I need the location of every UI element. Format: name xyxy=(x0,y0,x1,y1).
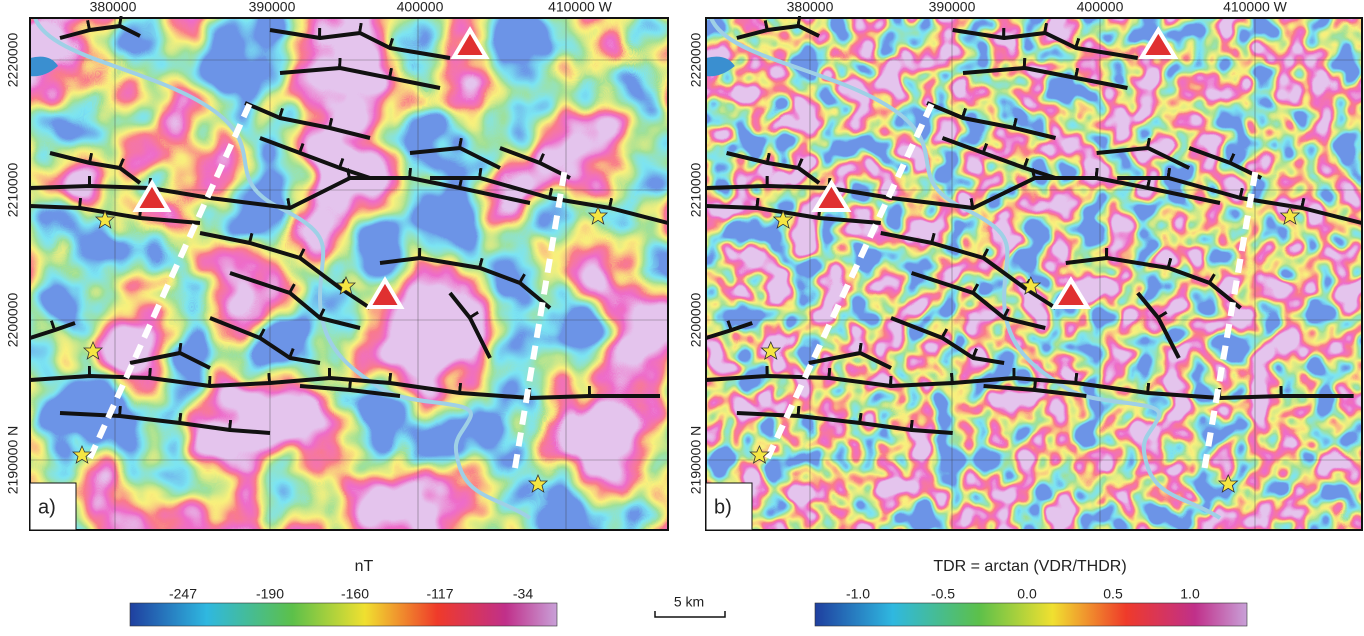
frame xyxy=(29,17,669,531)
colorbar-b: TDR = arctan (VDR/THDR) -1.0 -0.5 0.0 0.… xyxy=(814,558,1248,627)
colorbar-tick: -34 xyxy=(513,586,533,602)
y-label: 2200000 xyxy=(688,293,704,348)
colorbar-tick: 0.5 xyxy=(1103,586,1123,602)
x-label: 380000 xyxy=(90,0,137,15)
scale-bar: 5 km xyxy=(654,594,726,618)
grid xyxy=(30,18,668,530)
colorbar-tick: 1.0 xyxy=(1180,586,1200,602)
y-label: 2190000 N xyxy=(5,426,21,495)
x-label: 390000 xyxy=(249,0,296,15)
scale-label: 5 km xyxy=(674,594,704,610)
colorbar-tick: -160 xyxy=(341,586,369,602)
y-label: 2210000 xyxy=(5,163,21,218)
axis-labels: 380000 390000 400000 410000 W 2220000 22… xyxy=(5,0,1288,494)
panel-a: a) xyxy=(29,17,669,531)
y-label: 2210000 xyxy=(688,163,704,218)
frame xyxy=(705,482,753,531)
frame xyxy=(29,482,77,531)
y-label: 2200000 xyxy=(5,293,21,348)
colorbar-title: TDR = arctan (VDR/THDR) xyxy=(933,558,1126,575)
colorbar-tick: -117 xyxy=(427,586,454,602)
x-label: 410000 W xyxy=(1223,0,1288,15)
colorbar-tick: 0.0 xyxy=(1017,586,1037,602)
tdr-map xyxy=(706,18,1362,530)
map-shape xyxy=(654,611,726,618)
grid xyxy=(706,18,1362,530)
colorbar-title: nT xyxy=(355,558,374,575)
frame xyxy=(814,602,1248,627)
colorbar-tick: -0.5 xyxy=(931,586,955,602)
colorbar-tick: -247 xyxy=(169,586,197,602)
panel-label: a) xyxy=(38,496,56,518)
frame xyxy=(129,602,558,627)
panel-b: b) xyxy=(705,17,1363,531)
panel-label: b) xyxy=(714,496,732,518)
y-label: 2190000 N xyxy=(688,426,704,495)
colorbar-a: nT -247 -190 -160 -117 -34 xyxy=(129,558,558,627)
y-label: 2220000 xyxy=(5,33,21,88)
x-label: 400000 xyxy=(1077,0,1124,15)
frame xyxy=(705,17,1363,531)
x-label: 410000 W xyxy=(548,0,613,15)
x-label: 400000 xyxy=(397,0,444,15)
tmi-map xyxy=(30,18,668,530)
x-label: 390000 xyxy=(929,0,976,15)
colorbar-tick: -1.0 xyxy=(846,586,870,602)
colorbar-tick: -190 xyxy=(256,586,284,602)
x-label: 380000 xyxy=(787,0,834,15)
y-label: 2220000 xyxy=(688,33,704,88)
